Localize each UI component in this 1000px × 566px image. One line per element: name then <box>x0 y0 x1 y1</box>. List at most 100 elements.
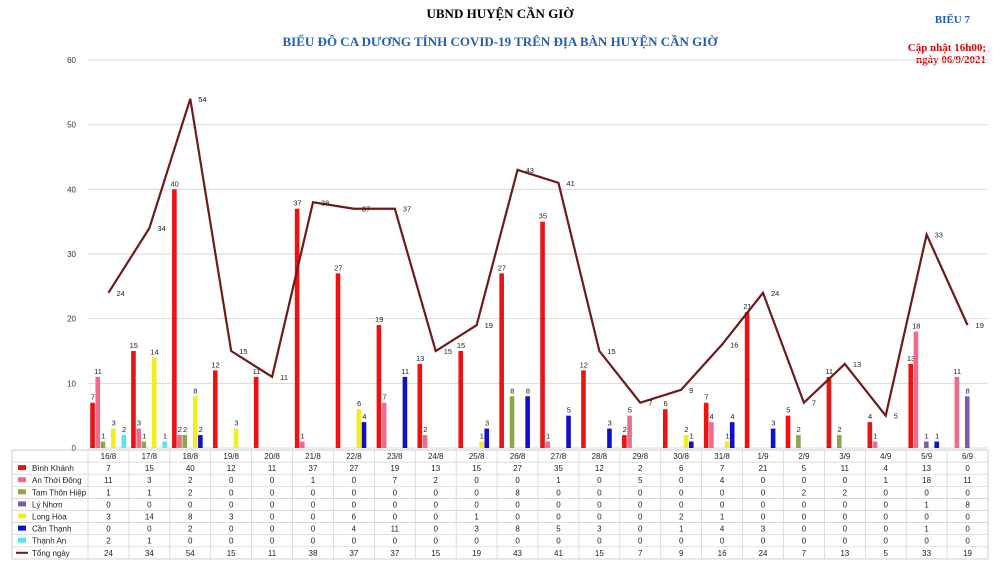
table-cell: 0 <box>556 500 561 509</box>
table-cell: 35 <box>554 464 563 473</box>
table-cell: 0 <box>188 537 193 546</box>
bar-data-label: 1 <box>546 432 550 441</box>
table-cell: 0 <box>761 513 766 522</box>
y-tick-label: 60 <box>67 56 76 65</box>
table-cell: 2 <box>638 464 643 473</box>
table-cell: 0 <box>965 537 970 546</box>
table-cell: 43 <box>513 549 522 558</box>
bar <box>622 435 627 448</box>
table-cell: 13 <box>840 549 849 558</box>
bar-data-label: 8 <box>526 386 530 395</box>
table-cell: 0 <box>679 488 684 497</box>
table-cell: 0 <box>720 488 725 497</box>
table-cell: 0 <box>679 500 684 509</box>
table-cell: 0 <box>311 500 316 509</box>
table-cell: 12 <box>227 464 236 473</box>
bar-data-label: 15 <box>457 341 465 350</box>
line-data-label: 38 <box>321 198 329 207</box>
table-cell: 5 <box>638 476 643 485</box>
x-tick-label: 22/8 <box>346 452 362 461</box>
table-cell: 0 <box>556 513 561 522</box>
table-cell: 0 <box>515 537 520 546</box>
bar <box>417 363 423 448</box>
bar-data-label: 35 <box>539 212 547 221</box>
bar-data-label: 6 <box>663 399 667 408</box>
line-data-label: 11 <box>280 373 288 382</box>
table-cell: 0 <box>597 488 602 497</box>
table-cell: 27 <box>513 464 522 473</box>
bar <box>709 422 714 448</box>
bar <box>662 409 668 448</box>
table-cell: 11 <box>268 464 277 473</box>
table-cell: 0 <box>556 537 561 546</box>
table-cell: 1 <box>147 488 152 497</box>
bar <box>872 441 878 448</box>
table-cell: 34 <box>145 549 154 558</box>
bar <box>934 441 940 448</box>
table-cell: 0 <box>802 476 807 485</box>
line-data-label: 19 <box>976 321 984 330</box>
table-cell: 0 <box>802 500 807 509</box>
table-cell: 15 <box>145 464 154 473</box>
table-cell: 0 <box>229 537 234 546</box>
table-cell: 11 <box>391 525 400 534</box>
line-data-label: 15 <box>239 347 247 356</box>
table-cell: 5 <box>802 464 807 473</box>
x-tick-label: 23/8 <box>387 452 403 461</box>
bar-data-label: 4 <box>730 412 734 421</box>
table-cell: 0 <box>188 500 193 509</box>
bar-data-label: 37 <box>293 199 301 208</box>
table-cell: 0 <box>638 488 643 497</box>
table-cell: 0 <box>270 525 275 534</box>
line-data-label: 15 <box>607 347 615 356</box>
bar <box>151 357 157 448</box>
chart-title: BIỂU ĐỒ CA DƯƠNG TÍNH COVID-19 TRÊN ĐỊA … <box>282 34 718 49</box>
bar <box>540 221 545 448</box>
bar <box>683 435 689 448</box>
line-data-label: 19 <box>485 321 493 330</box>
table-cell: 0 <box>147 500 152 509</box>
table-cell: 0 <box>515 476 520 485</box>
bar-data-label: 1 <box>935 432 939 441</box>
bar <box>484 428 490 448</box>
table-cell: 3 <box>229 513 234 522</box>
table-cell: 2 <box>188 488 193 497</box>
table-cell: 0 <box>884 488 889 497</box>
table-cell: 0 <box>965 488 970 497</box>
bar <box>688 441 694 448</box>
table-cell: 0 <box>802 537 807 546</box>
table-cell: 0 <box>474 476 479 485</box>
table-cell: 3 <box>106 513 111 522</box>
line-data-label: 24 <box>116 289 124 298</box>
line-data-label: 41 <box>566 179 574 188</box>
bar <box>924 441 929 448</box>
bar <box>376 325 382 448</box>
bar-data-label: 2 <box>183 425 187 434</box>
table-cell: 2 <box>434 476 439 485</box>
table-cell: 15 <box>595 549 604 558</box>
line-data-label: 15 <box>444 347 452 356</box>
bar-data-label: 11 <box>253 367 261 376</box>
bar <box>90 402 95 448</box>
bar <box>172 189 177 449</box>
table-cell: 0 <box>638 525 643 534</box>
table-cell: 1 <box>884 476 889 485</box>
line-data-label: 43 <box>526 166 534 175</box>
table-cell: 2 <box>843 488 848 497</box>
bar <box>867 422 873 448</box>
bar-data-label: 1 <box>689 432 693 441</box>
bar-data-label: 7 <box>382 393 386 402</box>
table-cell: 0 <box>720 500 725 509</box>
x-tick-label: 2/9 <box>798 452 810 461</box>
bar-data-label: 11 <box>94 367 102 376</box>
bar-data-label: 5 <box>567 406 571 415</box>
table-cell: 14 <box>145 513 154 522</box>
table-cell: 0 <box>270 513 275 522</box>
bar <box>908 363 914 448</box>
line-data-label: 7 <box>812 399 816 408</box>
bar <box>458 351 464 448</box>
y-tick-label: 20 <box>67 315 76 324</box>
bar <box>703 402 709 448</box>
bar <box>182 435 188 448</box>
bar <box>253 376 259 448</box>
